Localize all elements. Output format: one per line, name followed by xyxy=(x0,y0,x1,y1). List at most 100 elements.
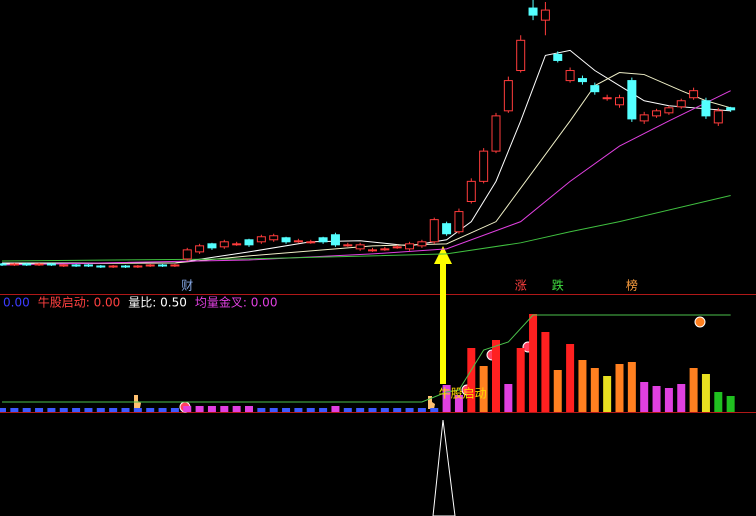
volume-bar xyxy=(195,406,204,412)
volume-bar xyxy=(689,368,698,412)
moving-average xyxy=(1,194,731,262)
candle-body xyxy=(602,97,612,100)
volume-bar xyxy=(0,408,6,412)
volume-bar xyxy=(590,368,599,412)
candle-body xyxy=(34,263,44,266)
volume-bar xyxy=(158,408,167,412)
moving-average xyxy=(1,90,731,266)
indicator-value: 0.00 xyxy=(3,296,30,310)
candle-body xyxy=(701,100,711,117)
volume-bar xyxy=(492,340,500,412)
spike xyxy=(432,419,456,516)
volume-bar xyxy=(269,408,278,412)
volume-bar xyxy=(467,348,476,412)
volume-bar xyxy=(380,408,389,412)
candle-body xyxy=(565,70,575,82)
candle-body xyxy=(145,264,155,267)
volume-bar xyxy=(72,408,81,412)
indicator-value: 量比: 0.50 xyxy=(128,296,187,310)
candle-body xyxy=(46,263,56,266)
candle-body xyxy=(429,219,439,243)
candle-body xyxy=(121,265,130,268)
candle-body xyxy=(96,265,106,268)
candle-body xyxy=(170,264,180,267)
volume-bar xyxy=(652,386,661,412)
candle-body xyxy=(466,180,476,203)
candle-body xyxy=(528,7,538,16)
volume-bar xyxy=(553,370,562,412)
candle-body xyxy=(553,53,563,61)
candle-body xyxy=(269,235,279,241)
volume-bar xyxy=(331,406,340,412)
volume-bar xyxy=(541,332,550,412)
candle-body xyxy=(59,264,69,267)
volume-bar xyxy=(10,408,19,412)
candle-body xyxy=(207,243,217,249)
volume-bar xyxy=(84,408,93,412)
volume-bar xyxy=(454,395,463,412)
candle-body xyxy=(219,241,229,248)
candle-body xyxy=(664,107,674,114)
volume-bar xyxy=(714,392,723,412)
candle-body xyxy=(158,264,168,267)
volume-bar xyxy=(640,382,649,412)
volume-bar xyxy=(207,406,216,412)
volume-bar xyxy=(368,408,377,412)
candle-body xyxy=(293,240,303,243)
volume-bar xyxy=(245,406,253,412)
candle-body xyxy=(343,244,353,247)
volume-bar xyxy=(170,408,179,412)
volume-bar xyxy=(343,408,352,412)
arrow-head xyxy=(434,246,452,264)
candle-body xyxy=(454,211,464,233)
candle-body xyxy=(417,241,427,247)
candle-body xyxy=(615,97,624,106)
candle-body xyxy=(590,85,600,93)
volume-bar xyxy=(417,408,426,412)
moving-average xyxy=(1,72,731,265)
candle-body xyxy=(0,263,7,266)
candle-body xyxy=(195,245,205,253)
volume-bar xyxy=(615,364,624,412)
volume-bar xyxy=(504,384,513,412)
candle-body xyxy=(639,114,649,122)
candle-body xyxy=(392,246,402,249)
candle-body xyxy=(491,115,501,152)
candle-body xyxy=(577,78,587,83)
volume-bar xyxy=(479,366,488,412)
candle-body xyxy=(405,243,415,250)
candle-body xyxy=(182,249,192,260)
candle-body xyxy=(108,265,118,268)
volume-bar xyxy=(121,408,130,412)
candle-body xyxy=(133,265,143,268)
indicator-header: 0.00 牛股启动: 0.00 量比: 0.50 均量金叉: 0.00 xyxy=(3,295,277,310)
candle-body xyxy=(244,239,254,246)
candle-body xyxy=(306,241,316,244)
volume-bar xyxy=(356,408,365,412)
candle-body xyxy=(281,237,291,243)
candle-body xyxy=(22,263,32,266)
annotation: 涨 xyxy=(515,278,527,293)
candle-body xyxy=(689,90,699,99)
volume-bar xyxy=(627,362,636,412)
candle-body xyxy=(652,110,662,117)
volume-bar xyxy=(430,408,439,412)
moving-average xyxy=(2,49,731,264)
candle-body xyxy=(479,150,489,182)
volume-bar xyxy=(578,360,587,412)
volume-bar xyxy=(677,384,686,412)
signal-step xyxy=(2,314,731,403)
annotation: 榜 xyxy=(626,278,638,293)
volume-bar xyxy=(306,408,315,412)
arrow-body xyxy=(440,264,446,384)
volume-bar xyxy=(701,374,710,412)
indicator-value: 均量金叉: 0.00 xyxy=(195,295,278,310)
volume-bar xyxy=(59,408,68,412)
candle-body xyxy=(540,9,550,21)
volume-bar xyxy=(603,376,612,412)
candle-body xyxy=(726,107,736,111)
volume-bar xyxy=(183,406,192,412)
candle-body xyxy=(380,248,390,251)
volume-bar xyxy=(566,344,575,412)
volume-bar xyxy=(664,388,673,412)
